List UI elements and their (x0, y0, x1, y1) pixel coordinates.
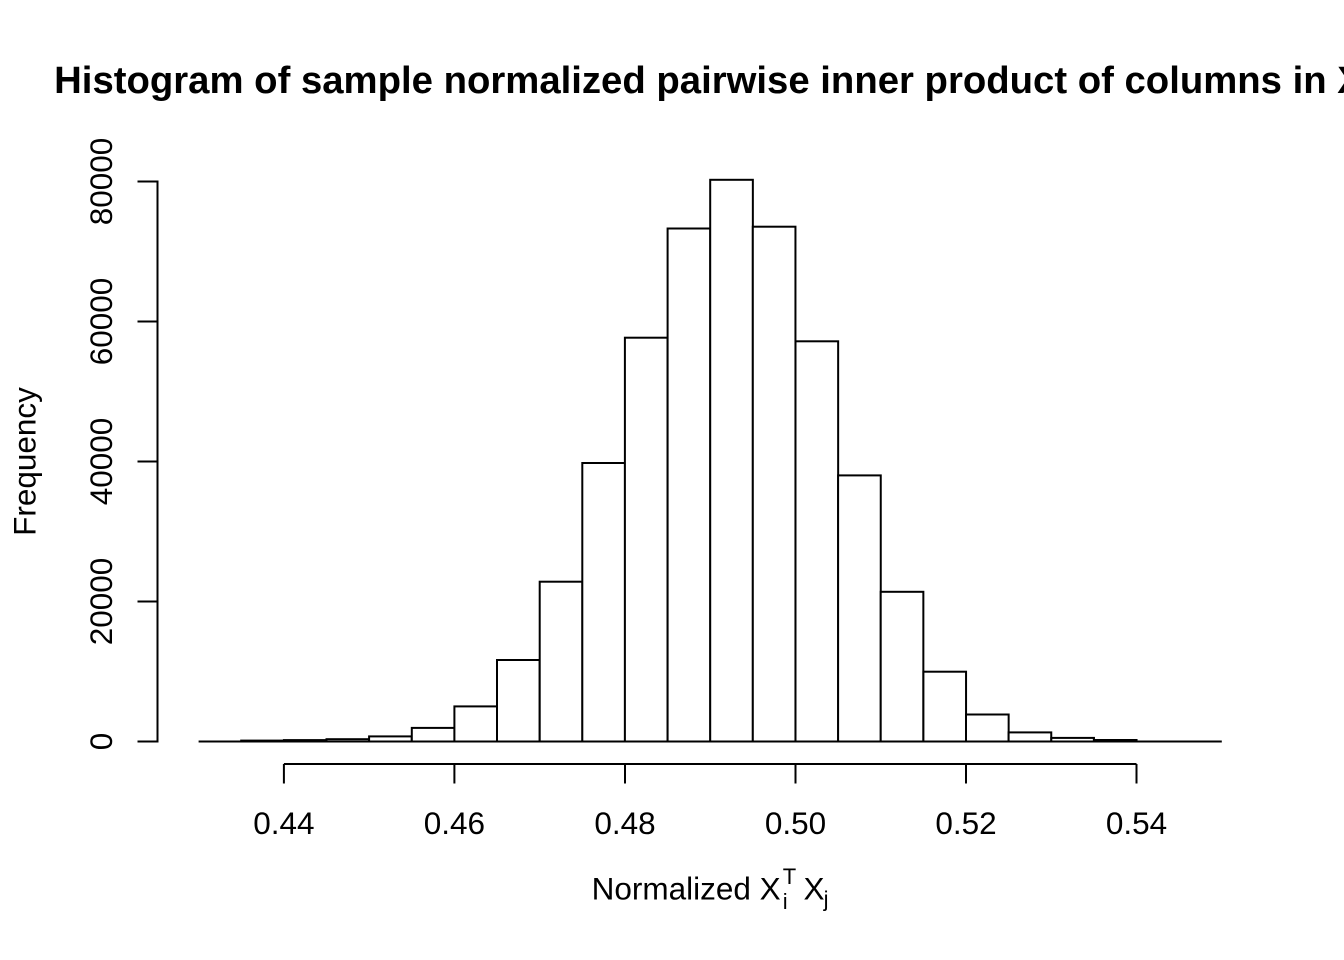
svg-text:20000: 20000 (83, 558, 119, 646)
svg-text:0.48: 0.48 (594, 805, 655, 841)
svg-text:0.50: 0.50 (765, 805, 826, 841)
svg-text:X: X (804, 871, 825, 907)
svg-text:T: T (783, 864, 796, 889)
svg-text:80000: 80000 (83, 138, 119, 226)
svg-text:j: j (823, 887, 829, 912)
svg-text:40000: 40000 (83, 418, 119, 506)
svg-text:0.54: 0.54 (1106, 805, 1167, 841)
svg-text:0: 0 (83, 733, 119, 751)
svg-text:i: i (783, 889, 788, 914)
svg-text:60000: 60000 (83, 278, 119, 366)
svg-text:0.46: 0.46 (424, 805, 485, 841)
svg-text:Histogram of sample normalized: Histogram of sample normalized pairwise … (54, 59, 1344, 102)
svg-text:0.44: 0.44 (253, 805, 314, 841)
svg-text:Normalized X: Normalized X (592, 871, 781, 907)
svg-text:0.52: 0.52 (935, 805, 996, 841)
svg-text:Frequency: Frequency (7, 387, 43, 536)
